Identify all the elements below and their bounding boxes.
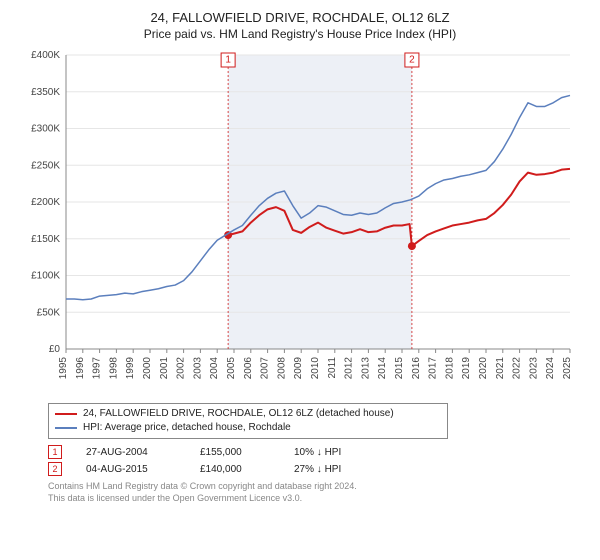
legend-label: HPI: Average price, detached house, Roch… [83, 421, 291, 435]
svg-text:2013: 2013 [360, 357, 371, 380]
sale-row: 1 27-AUG-2004 £155,000 10% ↓ HPI [48, 445, 580, 459]
svg-text:2025: 2025 [562, 357, 573, 380]
sale-tag: 1 [48, 445, 62, 459]
svg-text:2020: 2020 [478, 357, 489, 380]
svg-text:2009: 2009 [293, 357, 304, 380]
svg-text:2010: 2010 [310, 357, 321, 380]
legend: 24, FALLOWFIELD DRIVE, ROCHDALE, OL12 6L… [48, 403, 448, 439]
title-line-2: Price paid vs. HM Land Registry's House … [20, 27, 580, 41]
svg-text:2014: 2014 [377, 357, 388, 380]
svg-text:1995: 1995 [58, 357, 69, 380]
legend-label: 24, FALLOWFIELD DRIVE, ROCHDALE, OL12 6L… [83, 407, 394, 421]
svg-text:2003: 2003 [192, 357, 203, 380]
svg-text:1996: 1996 [75, 357, 86, 380]
svg-text:2006: 2006 [243, 357, 254, 380]
sale-delta: 27% ↓ HPI [294, 464, 341, 475]
svg-text:2015: 2015 [394, 357, 405, 380]
chart-container: 24, FALLOWFIELD DRIVE, ROCHDALE, OL12 6L… [0, 0, 600, 560]
sale-delta: 10% ↓ HPI [294, 447, 341, 458]
chart-svg: £0 £50K £100K £150K £200K £250K £300K £350K £400… [20, 47, 580, 397]
svg-text:1998: 1998 [108, 357, 119, 380]
legend-item: HPI: Average price, detached house, Roch… [55, 421, 441, 435]
sale-price: £155,000 [200, 447, 270, 458]
legend-item: 24, FALLOWFIELD DRIVE, ROCHDALE, OL12 6L… [55, 407, 441, 421]
svg-text:£100K: £100K [31, 271, 60, 282]
svg-text:2016: 2016 [411, 357, 422, 380]
svg-text:£400K: £400K [31, 50, 60, 61]
svg-text:£300K: £300K [31, 124, 60, 135]
svg-text:£150K: £150K [31, 234, 60, 245]
svg-text:£200K: £200K [31, 197, 60, 208]
svg-text:2018: 2018 [444, 357, 455, 380]
title-line-1: 24, FALLOWFIELD DRIVE, ROCHDALE, OL12 6L… [20, 10, 580, 25]
svg-text:1999: 1999 [125, 357, 136, 380]
footnote-line: This data is licensed under the Open Gov… [48, 492, 580, 504]
svg-text:2022: 2022 [512, 357, 523, 380]
svg-text:2000: 2000 [142, 357, 153, 380]
svg-text:£50K: £50K [37, 307, 61, 318]
svg-text:2001: 2001 [159, 357, 170, 380]
footnote-line: Contains HM Land Registry data © Crown c… [48, 480, 580, 492]
svg-text:£350K: £350K [31, 87, 60, 98]
svg-text:2: 2 [409, 55, 415, 66]
svg-text:2019: 2019 [461, 357, 472, 380]
svg-text:1997: 1997 [92, 357, 103, 380]
legend-swatch [55, 413, 77, 415]
svg-text:2008: 2008 [276, 357, 287, 380]
sale-tag: 2 [48, 462, 62, 476]
sale-price: £140,000 [200, 464, 270, 475]
svg-text:£0: £0 [49, 344, 61, 355]
svg-text:2023: 2023 [528, 357, 539, 380]
svg-text:2024: 2024 [545, 357, 556, 380]
svg-text:2007: 2007 [260, 357, 271, 380]
svg-text:£250K: £250K [31, 160, 60, 171]
sale-date: 04-AUG-2015 [86, 464, 176, 475]
svg-text:2017: 2017 [428, 357, 439, 380]
sale-row: 2 04-AUG-2015 £140,000 27% ↓ HPI [48, 462, 580, 476]
chart-area: £0 £50K £100K £150K £200K £250K £300K £350K £400… [20, 47, 580, 397]
footnote: Contains HM Land Registry data © Crown c… [48, 480, 580, 504]
svg-text:2004: 2004 [209, 357, 220, 380]
svg-text:2002: 2002 [176, 357, 187, 380]
svg-text:2012: 2012 [344, 357, 355, 380]
svg-text:2011: 2011 [327, 357, 338, 379]
svg-text:1: 1 [225, 55, 231, 66]
svg-text:2005: 2005 [226, 357, 237, 380]
svg-text:2021: 2021 [495, 357, 506, 380]
sale-date: 27-AUG-2004 [86, 447, 176, 458]
legend-swatch [55, 427, 77, 429]
